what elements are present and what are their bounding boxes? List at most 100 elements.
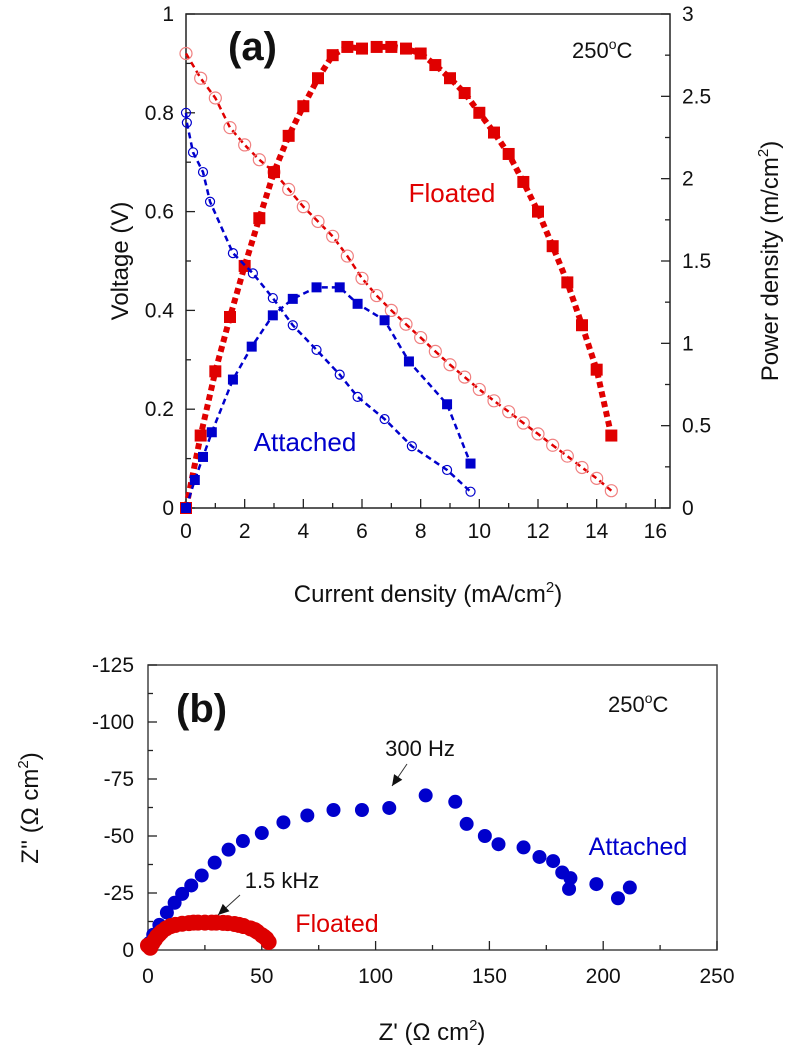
data-point-floated-power <box>576 319 588 332</box>
data-point-floated-power <box>400 42 412 55</box>
panel-b-temperature: 250oC <box>608 690 669 717</box>
data-point-floated-voltage <box>575 460 589 475</box>
y-tick-label-a: 0.6 <box>145 201 174 224</box>
data-point-floated-power <box>253 212 266 225</box>
y2-tick-label-a: 3 <box>682 3 694 26</box>
data-point-attached-power <box>189 475 200 486</box>
data-point-floated-power <box>341 40 354 53</box>
attached-label-a: Attached <box>254 427 357 457</box>
data-point-attached <box>532 849 547 864</box>
x-tick-label-a: 16 <box>644 520 667 543</box>
data-point-attached-power <box>442 399 453 410</box>
series-line-floated-filled-square <box>183 43 615 509</box>
x-tick-label-a: 10 <box>468 520 491 543</box>
data-point-floated-power <box>312 72 324 85</box>
data-point-attached <box>622 880 637 895</box>
data-point-attached <box>194 868 209 883</box>
y-tick-label-b: -75 <box>104 768 134 791</box>
data-point-floated-voltage <box>414 330 428 345</box>
data-point-attached-power <box>352 298 363 309</box>
floated-label-a: Floated <box>409 178 496 208</box>
data-point-attached-power <box>403 356 414 367</box>
x-tick-label-a: 12 <box>526 520 549 543</box>
data-point-attached <box>175 886 190 901</box>
data-point-attached-voltage <box>247 268 258 279</box>
y2-axis-label-a: Power density (m/cm2) <box>755 141 784 381</box>
y-tick-label-a: 0.8 <box>145 102 174 125</box>
x-tick-label-a: 8 <box>415 520 427 543</box>
data-point-floated <box>260 934 277 951</box>
data-point-floated-power <box>414 47 427 60</box>
data-point-attached <box>589 877 604 892</box>
panel-a-temperature: 250oC <box>572 36 633 63</box>
data-point-floated-power <box>370 40 383 53</box>
data-point-attached-voltage <box>311 344 322 356</box>
series-line-attached-filled-square <box>184 286 472 509</box>
x-tick-label-a: 14 <box>585 520 609 543</box>
y2-tick-label-a: 1 <box>682 332 694 355</box>
x-tick-label-b: 50 <box>250 965 273 988</box>
data-point-floated-voltage <box>238 138 252 152</box>
data-point-attached <box>563 871 578 886</box>
y2-tick-label-a: 0.5 <box>682 415 711 438</box>
floated-label-b: Floated <box>295 910 378 938</box>
x-axis-label-b: Z' (Ω cm2) <box>379 1017 486 1046</box>
y-tick-label-a: 0.4 <box>145 299 175 322</box>
data-point-attached-power <box>379 315 390 326</box>
data-point-floated-power <box>356 42 368 55</box>
data-point-floated-voltage <box>502 405 516 419</box>
y-tick-label-a: 0.2 <box>145 398 174 421</box>
y2-tick-label-a: 2 <box>682 168 694 191</box>
data-point-attached-power <box>311 282 322 293</box>
data-point-floated-voltage <box>179 46 193 61</box>
annotation-label: 1.5 kHz <box>245 868 320 893</box>
data-point-attached <box>459 816 474 831</box>
x-tick-label-b: 100 <box>358 965 393 988</box>
data-point-floated-power <box>590 363 603 376</box>
data-point-attached-voltage <box>187 147 199 158</box>
data-point-floated-voltage <box>223 121 237 135</box>
data-point-floated-voltage <box>311 214 325 229</box>
data-point-floated-voltage <box>487 394 501 408</box>
data-point-floated-voltage <box>370 288 384 303</box>
data-point-attached <box>562 881 577 896</box>
data-point-attached-voltage <box>334 369 345 380</box>
data-point-attached <box>326 803 341 818</box>
data-point-attached <box>235 834 250 849</box>
panel-b-label: (b) <box>176 687 227 731</box>
series-line-attached-open-circle <box>184 112 472 493</box>
x-tick-label-a: 0 <box>180 520 192 543</box>
data-point-floated-power <box>605 429 618 442</box>
data-point-attached-voltage <box>227 247 239 259</box>
data-point-floated-power <box>268 166 280 179</box>
data-point-attached <box>448 794 463 809</box>
data-point-floated-voltage <box>428 344 442 359</box>
data-point-attached-voltage <box>441 464 453 476</box>
data-point-floated-power <box>444 72 456 85</box>
y2-tick-label-a: 1.5 <box>682 250 711 273</box>
data-point-attached-power <box>198 451 209 462</box>
x-tick-label-b: 200 <box>586 965 621 988</box>
data-point-attached-voltage <box>379 413 390 425</box>
data-point-attached-power <box>181 503 191 513</box>
panel-a-label: (a) <box>228 25 277 69</box>
data-point-attached-power <box>334 282 345 293</box>
x-tick-label-a: 4 <box>297 520 309 543</box>
data-point-attached-power <box>287 293 298 304</box>
y-tick-label-b: 0 <box>122 939 134 962</box>
data-point-floated-power <box>209 365 222 378</box>
data-point-attached-power <box>267 310 278 321</box>
data-point-attached <box>254 826 269 841</box>
y2-tick-label-a: 2.5 <box>682 85 711 108</box>
x-tick-label-b: 0 <box>142 965 154 988</box>
data-point-attached-voltage <box>287 320 298 331</box>
data-point-attached-power <box>227 374 238 385</box>
data-point-floated-power <box>297 100 310 113</box>
data-point-floated-power <box>473 106 486 119</box>
y-tick-label-b: -25 <box>104 882 134 905</box>
data-point-attached <box>491 837 506 852</box>
data-point-attached <box>354 803 369 818</box>
data-point-attached-voltage <box>465 486 476 497</box>
data-point-attached-power <box>246 341 257 352</box>
